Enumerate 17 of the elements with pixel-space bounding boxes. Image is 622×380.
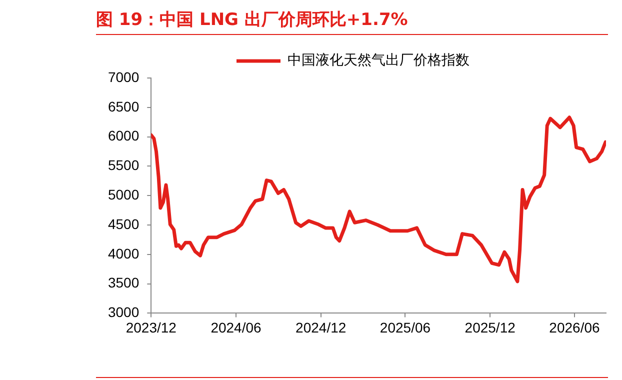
y-tick-label: 3500 — [108, 274, 140, 291]
y-tick-label: 3000 — [108, 304, 140, 320]
chart-title: 图 19：中国 LNG 出厂价周环比+1.7% — [96, 9, 408, 31]
legend-label: 中国液化天然气出厂价格指数 — [288, 52, 470, 69]
y-tick-label: 6000 — [108, 128, 140, 144]
y-tick-label: 7000 — [108, 68, 140, 85]
y-tick-label: 4500 — [108, 216, 140, 232]
y-tick-label: 5500 — [108, 157, 140, 174]
x-tick-label: 2024/06 — [210, 319, 262, 336]
y-tick-label: 6500 — [108, 98, 140, 114]
y-tick-label: 4000 — [108, 245, 140, 262]
y-tick-label: 5000 — [108, 186, 140, 202]
x-tick-label: 2025/06 — [380, 319, 431, 336]
x-tick-label: 2025/12 — [464, 319, 516, 336]
x-tick-label: 2023/12 — [126, 319, 177, 336]
x-tick-label: 2026/06 — [549, 319, 600, 336]
x-tick-label: 2024/12 — [296, 319, 346, 336]
